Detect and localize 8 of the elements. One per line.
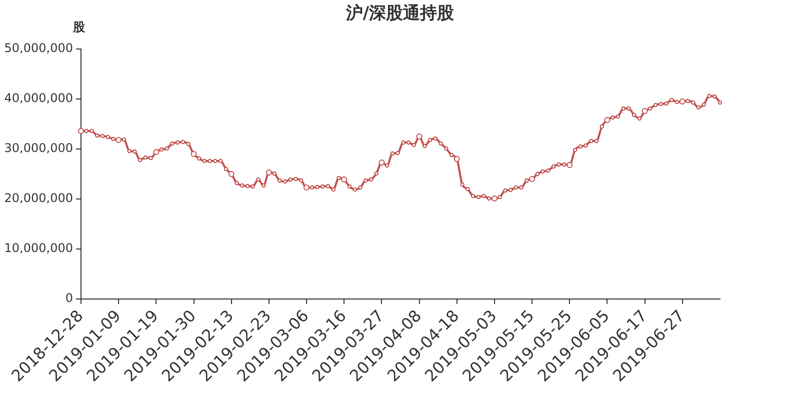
chart-title: 沪/深股通持股 [344,3,456,24]
y-tick-label: 50,000,000 [4,41,73,56]
y-tick-label: 20,000,000 [4,191,73,206]
y-tick-label: 10,000,000 [4,241,73,256]
y-axis-title: 股 [72,20,86,34]
y-tick-label: 30,000,000 [4,141,73,156]
y-tick-label: 0 [65,291,73,306]
y-tick-label: 40,000,000 [4,91,73,106]
